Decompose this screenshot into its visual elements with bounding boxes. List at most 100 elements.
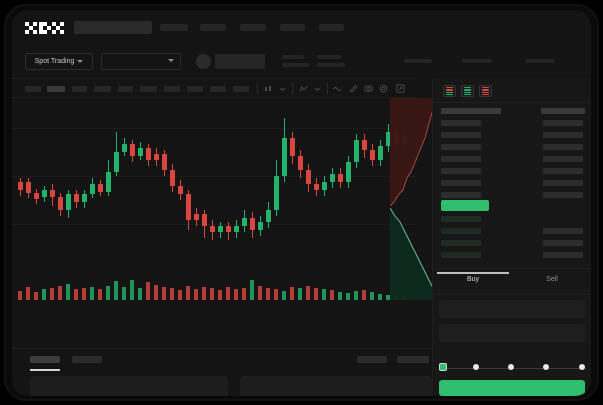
timeframe-2[interactable]: [47, 86, 65, 92]
volume-bar: [306, 286, 310, 300]
chevron-down-icon[interactable]: [278, 84, 287, 93]
orderbook-ask-row[interactable]: [441, 180, 481, 186]
volume-bar: [42, 289, 46, 300]
timeframe-4[interactable]: [94, 86, 111, 92]
timeframe-6[interactable]: [140, 86, 157, 92]
nav-item-4[interactable]: [280, 24, 305, 31]
chevron-down-icon: [77, 60, 84, 63]
bottom-tab-1[interactable]: [30, 356, 60, 363]
volume-bar: [154, 285, 158, 300]
nav-item-2[interactable]: [200, 24, 226, 31]
orderbook-both-icon[interactable]: [443, 85, 456, 97]
volume-bar: [258, 286, 262, 300]
okx-logo[interactable]: [25, 22, 64, 34]
volume-bar: [370, 292, 374, 300]
orderbook-ask-amount: [543, 168, 583, 174]
volume-bar: [322, 289, 326, 300]
orderbook-ask-amount: [543, 180, 583, 186]
percent-slider-node-100[interactable]: [579, 364, 585, 370]
chevron-down-icon[interactable]: [313, 84, 322, 93]
bottom-action-2[interactable]: [397, 356, 429, 363]
settings-icon[interactable]: [379, 84, 388, 93]
orderbook-bid-row[interactable]: [441, 228, 481, 234]
orderbook-bid-row[interactable]: [441, 240, 481, 246]
nav-item-5[interactable]: [319, 24, 344, 31]
volume-bar: [194, 289, 198, 300]
price-chart[interactable]: [12, 98, 417, 300]
volume-bar: [66, 284, 70, 300]
orderbook-asks-icon[interactable]: [479, 85, 492, 97]
timeframe-8[interactable]: [187, 86, 203, 92]
order-amount-input[interactable]: [439, 324, 585, 342]
fullscreen-icon[interactable]: [396, 84, 405, 93]
volume-bar: [226, 287, 230, 300]
timeframe-1[interactable]: [25, 86, 41, 92]
volume-bar: [362, 290, 366, 300]
bottom-card-2[interactable]: [240, 376, 432, 396]
volume-bar: [282, 291, 286, 300]
timeframe-7[interactable]: [164, 86, 180, 92]
camera-icon[interactable]: [364, 84, 373, 93]
volume-bar: [106, 286, 110, 300]
chart-toolbar: [12, 78, 417, 98]
percent-slider-node-75[interactable]: [543, 364, 549, 370]
timeframe-3[interactable]: [72, 86, 87, 92]
orderbook-ask-row[interactable]: [441, 132, 481, 138]
orderbook-ask-row[interactable]: [441, 144, 481, 150]
orderbook-ask-row[interactable]: [441, 156, 481, 162]
volume-bar: [82, 288, 86, 300]
volume-bar: [354, 291, 358, 300]
line-chart-icon[interactable]: [333, 84, 342, 93]
candle-type-icon[interactable]: [264, 84, 273, 93]
bottom-card-1[interactable]: [30, 376, 228, 396]
orderbook-ask-row[interactable]: [441, 192, 481, 198]
search-input[interactable]: [74, 21, 152, 34]
nav-item-3[interactable]: [240, 24, 266, 31]
bottom-action-1[interactable]: [357, 356, 387, 363]
timeframe-10[interactable]: [233, 86, 249, 92]
coin-avatar-icon: [196, 54, 211, 69]
trading-mode-select[interactable]: Spot Trading: [25, 53, 93, 70]
app-header: [12, 10, 591, 44]
submit-buy-button[interactable]: [439, 380, 585, 396]
volume-bar: [242, 288, 246, 300]
indicator-icon[interactable]: [299, 84, 308, 93]
nav-item-1[interactable]: [160, 24, 188, 31]
orderbook-bids-icon[interactable]: [461, 85, 474, 97]
orderbook-ask-amount: [543, 132, 583, 138]
panel-divider: [433, 268, 591, 269]
volume-bar: [386, 295, 390, 300]
volume-bar: [34, 292, 38, 300]
volume-bar: [290, 287, 294, 300]
bottom-tab-2[interactable]: [72, 356, 102, 363]
timeframe-5[interactable]: [118, 86, 133, 92]
pencil-icon[interactable]: [349, 84, 358, 93]
tab-sell[interactable]: Sell: [546, 276, 558, 283]
orderbook-ask-row[interactable]: [441, 120, 481, 126]
volume-bar: [130, 280, 134, 300]
orderbook-ask-row[interactable]: [441, 168, 481, 174]
market-subbar: Spot Trading: [12, 44, 591, 78]
app-screen: Spot Trading: [12, 10, 591, 396]
volume-bar: [122, 287, 126, 300]
order-price-input[interactable]: [439, 300, 585, 318]
timeframe-9[interactable]: [210, 86, 226, 92]
buy-sell-tabs: Buy Sell: [433, 272, 591, 294]
orderbook-bid-row[interactable]: [441, 252, 481, 258]
tab-buy[interactable]: Buy: [466, 276, 480, 283]
volume-bar: [90, 287, 94, 300]
percent-slider-node-50[interactable]: [508, 364, 514, 370]
orderbook-col-header-price: [441, 108, 501, 114]
depth-chart-svg: [390, 98, 438, 300]
gridline: [12, 176, 417, 177]
pair-select[interactable]: [101, 53, 181, 70]
percent-slider-node-25[interactable]: [473, 364, 479, 370]
volume-bar: [314, 288, 318, 300]
volume-series: [12, 270, 417, 300]
gridline: [12, 224, 417, 225]
market-stat-2: [282, 63, 309, 67]
percent-slider-handle[interactable]: [439, 363, 447, 371]
market-stat-1: [282, 55, 304, 59]
orderbook-bid-row[interactable]: [441, 216, 481, 222]
